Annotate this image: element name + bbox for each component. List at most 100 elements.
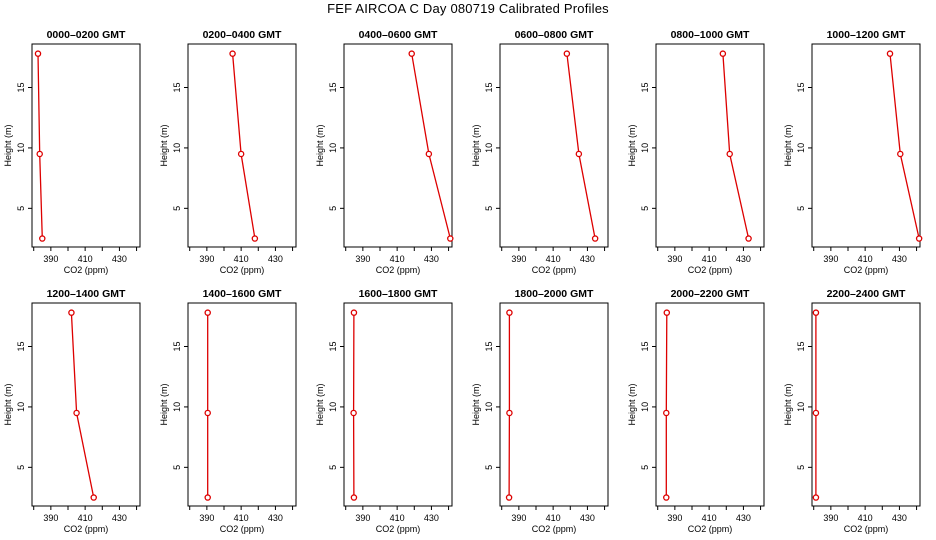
panel-title: 0800–1000 GMT — [671, 29, 750, 41]
y-axis-label: Height (m) — [3, 383, 13, 425]
y-tick-label: 10 — [328, 143, 338, 153]
x-tick-label: 390 — [823, 254, 838, 264]
x-tick-label: 390 — [823, 513, 838, 523]
x-tick-label: 410 — [78, 254, 93, 264]
y-tick-label: 10 — [640, 143, 650, 153]
y-axis-label: Height (m) — [159, 383, 169, 425]
profile-point — [408, 50, 415, 57]
y-tick-label: 10 — [16, 402, 26, 412]
x-tick-label: 430 — [580, 513, 595, 523]
plot-frame — [499, 302, 609, 507]
x-tick-label: 410 — [858, 254, 873, 264]
x-tick-label: 410 — [78, 513, 93, 523]
x-tick-label: 430 — [892, 513, 907, 523]
y-tick-label: 5 — [796, 465, 806, 470]
profile-point — [575, 150, 583, 158]
x-tick-label: 410 — [858, 513, 873, 523]
y-tick-label: 15 — [328, 82, 338, 92]
y-tick-label: 15 — [328, 341, 338, 351]
x-tick-label: 390 — [667, 513, 682, 523]
profile-point — [350, 494, 358, 501]
y-tick-label: 15 — [16, 341, 26, 351]
y-tick-label: 5 — [16, 206, 26, 211]
x-axis-label: CO2 (ppm) — [688, 524, 733, 534]
profile-point — [886, 50, 894, 57]
profile-point — [663, 309, 671, 316]
profile-point — [39, 235, 46, 242]
y-tick-label: 10 — [640, 402, 650, 412]
profile-point — [68, 309, 75, 316]
y-tick-label: 5 — [172, 465, 182, 470]
x-tick-label: 390 — [199, 513, 214, 523]
profile-point — [36, 150, 43, 158]
y-tick-label: 10 — [796, 402, 806, 412]
profile-line — [722, 53, 750, 239]
y-tick-label: 5 — [640, 465, 650, 470]
x-tick-label: 410 — [234, 254, 249, 264]
x-tick-label: 430 — [736, 513, 751, 523]
x-tick-label: 430 — [268, 254, 283, 264]
x-axis-label: CO2 (ppm) — [220, 265, 265, 275]
plot-frame — [811, 302, 921, 507]
y-axis-label: Height (m) — [783, 383, 793, 425]
profile-point — [915, 235, 923, 242]
y-tick-label: 10 — [796, 143, 806, 153]
plot-frame — [187, 43, 297, 248]
y-tick-label: 5 — [640, 206, 650, 211]
x-axis-label: CO2 (ppm) — [220, 524, 265, 534]
x-tick-label: 410 — [546, 254, 561, 264]
panel-title: 2200–2400 GMT — [827, 288, 906, 300]
y-tick-label: 15 — [796, 341, 806, 351]
x-tick-label: 430 — [424, 254, 439, 264]
y-tick-label: 15 — [16, 82, 26, 92]
profile-line — [411, 53, 451, 239]
y-tick-label: 5 — [328, 465, 338, 470]
profile-point — [663, 409, 670, 417]
x-tick-label: 390 — [511, 513, 526, 523]
y-tick-label: 10 — [484, 143, 494, 153]
plot-frame — [811, 43, 921, 248]
x-tick-label: 390 — [355, 513, 370, 523]
x-tick-label: 390 — [511, 254, 526, 264]
plot-frame — [655, 43, 765, 248]
y-tick-label: 5 — [172, 206, 182, 211]
y-tick-label: 5 — [328, 206, 338, 211]
panel-title: 2000–2200 GMT — [671, 288, 750, 300]
plot-frame — [31, 43, 141, 248]
profile-point — [726, 150, 733, 158]
y-axis-label: Height (m) — [627, 383, 637, 425]
y-axis-label: Height (m) — [783, 124, 793, 166]
x-tick-label: 430 — [268, 513, 283, 523]
profile-point — [812, 494, 820, 501]
x-tick-label: 430 — [112, 513, 127, 523]
profile-point — [897, 150, 904, 158]
profile-line — [231, 53, 256, 239]
x-axis-label: CO2 (ppm) — [688, 265, 733, 275]
x-tick-label: 390 — [43, 513, 58, 523]
x-axis-label: CO2 (ppm) — [844, 524, 889, 534]
profile-point — [90, 494, 97, 501]
profile-point — [745, 235, 752, 242]
y-axis-label: Height (m) — [627, 124, 637, 166]
panel-title: 1400–1600 GMT — [203, 288, 282, 300]
profile-point — [204, 409, 211, 417]
profile-line — [37, 53, 43, 239]
panel-title: 1200–1400 GMT — [47, 288, 126, 300]
y-tick-label: 10 — [328, 402, 338, 412]
y-tick-label: 10 — [172, 143, 182, 153]
x-tick-label: 410 — [234, 513, 249, 523]
profile-point — [204, 309, 211, 316]
x-axis-label: CO2 (ppm) — [64, 524, 109, 534]
x-axis-label: CO2 (ppm) — [844, 265, 889, 275]
x-tick-label: 410 — [390, 254, 405, 264]
profile-point — [425, 150, 433, 158]
x-tick-label: 430 — [112, 254, 127, 264]
